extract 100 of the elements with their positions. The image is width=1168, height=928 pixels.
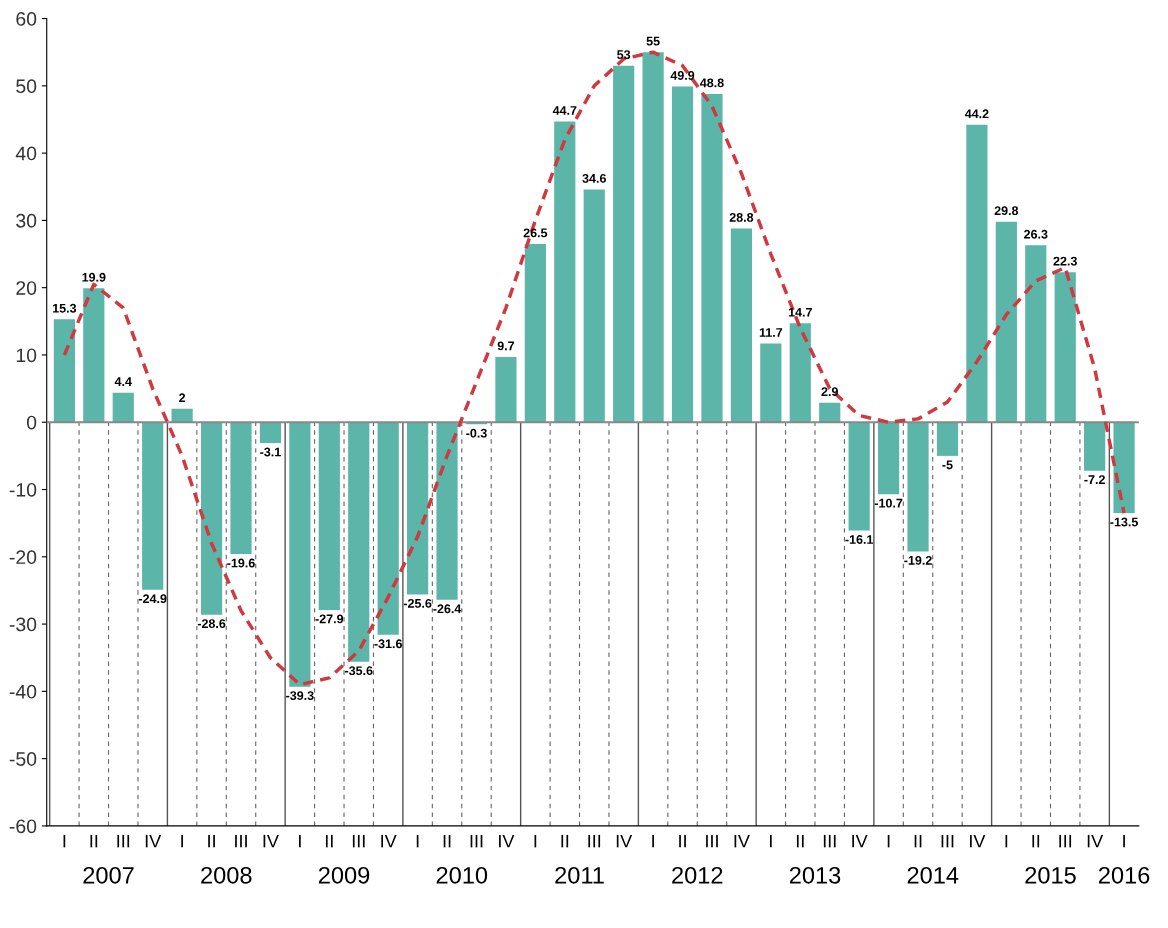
bar [200, 422, 223, 615]
text: 2013 [789, 866, 841, 884]
bar [760, 343, 782, 423]
bar [613, 65, 635, 423]
bar [230, 422, 252, 555]
y-tick-label: 30 [16, 213, 37, 228]
bar [524, 243, 546, 423]
x-tick-label: IV [499, 834, 515, 848]
data-label: -27.9 [315, 614, 344, 624]
data-label: 28.8 [729, 212, 754, 222]
data-label: -3.1 [260, 447, 281, 457]
x-tick-label: I [770, 834, 772, 848]
x-tick-label: II [208, 834, 215, 848]
text: 2008 [201, 866, 252, 884]
data-label: 15.3 [53, 303, 77, 313]
bar [1054, 272, 1076, 423]
data-label: 14.7 [788, 307, 812, 317]
bar [671, 86, 694, 423]
y-tick-label: 50 [16, 79, 37, 94]
bar [1113, 422, 1135, 514]
bar [554, 121, 576, 423]
bar [112, 392, 134, 423]
text: 2012 [672, 866, 723, 884]
x-tick-label: III [588, 834, 601, 848]
x-tick-label: IV [852, 834, 868, 848]
data-label: -7.2 [1084, 475, 1105, 484]
bar [936, 422, 959, 456]
data-label: 2.9 [821, 387, 838, 397]
x-tick-label: I [1005, 834, 1008, 848]
y-tick-label: 60 [16, 12, 37, 26]
x-tick-label: IV [616, 834, 633, 848]
bar [53, 319, 75, 423]
bar [289, 422, 311, 687]
data-label: -31.6 [374, 639, 402, 649]
x-tick-label: IV [145, 834, 162, 848]
text: 2010 [436, 866, 488, 884]
bar [1084, 422, 1106, 471]
y-tick-label: 20 [16, 281, 37, 295]
bar [407, 422, 429, 595]
text: 2009 [318, 866, 370, 884]
x-tick-label: II [914, 834, 922, 848]
x-tick-label: II [796, 834, 804, 848]
x-tick-label: II [90, 834, 98, 848]
bar [819, 402, 841, 423]
bar [966, 124, 988, 423]
y-tick-label: 10 [16, 348, 37, 363]
y-tick-label: -10 [9, 482, 37, 497]
x-tick-label: I [416, 834, 419, 848]
x-tick-label: I [181, 834, 183, 848]
bar [259, 422, 282, 444]
data-label: 44.7 [552, 106, 577, 115]
data-label: -16.1 [845, 535, 874, 544]
bar [142, 422, 164, 590]
data-label: 55 [646, 36, 660, 46]
data-label: -0.3 [466, 428, 487, 438]
bar [318, 422, 340, 610]
data-label: -24.9 [138, 594, 167, 604]
x-tick-label: I [887, 834, 890, 848]
data-label: 34.6 [582, 173, 606, 183]
data-label: 44.2 [964, 109, 989, 119]
x-tick-label: IV [263, 834, 279, 848]
x-tick-label: III [1059, 834, 1072, 848]
data-label: 2 [179, 393, 186, 403]
x-tick-label: III [941, 834, 954, 848]
y-tick-label: 40 [15, 146, 37, 161]
x-tick-label: I [63, 834, 66, 848]
data-label: 26.3 [1024, 229, 1048, 239]
data-label: -19.6 [227, 558, 255, 568]
x-tick-label: IV [1087, 834, 1104, 848]
data-label: 9.7 [497, 341, 515, 351]
x-tick-label: IV [381, 834, 397, 848]
bar [995, 221, 1017, 423]
y-tick-label: -60 [9, 819, 37, 834]
y-tick-label: 0 [26, 415, 37, 430]
y-tick-label: -50 [9, 752, 37, 766]
x-tick-label: II [1032, 834, 1040, 848]
data-label: 48.8 [700, 78, 724, 88]
data-label: 11.7 [759, 328, 783, 337]
bar [730, 228, 753, 423]
x-tick-label: III [706, 834, 718, 848]
data-label: 4.4 [114, 377, 132, 386]
data-label: -19.2 [904, 555, 932, 565]
data-label: 53 [617, 50, 631, 60]
data-label: -35.6 [344, 666, 373, 676]
text: 2011 [555, 866, 604, 884]
x-tick-label: III [117, 834, 130, 848]
text: 2015 [1025, 866, 1076, 884]
bar [1025, 245, 1047, 423]
data-label: -25.6 [403, 598, 432, 608]
data-label: 49.9 [670, 71, 695, 80]
data-label: -10.7 [874, 498, 903, 508]
x-tick-label: III [235, 834, 247, 848]
bar [642, 52, 664, 423]
y-tick-label: -40 [9, 684, 37, 699]
data-label: -5 [942, 460, 953, 470]
x-tick-label: III [352, 834, 365, 848]
data-label: 29.8 [994, 206, 1019, 216]
bar [848, 422, 870, 531]
x-tick-label: III [470, 834, 483, 848]
text: 2007 [83, 866, 134, 884]
